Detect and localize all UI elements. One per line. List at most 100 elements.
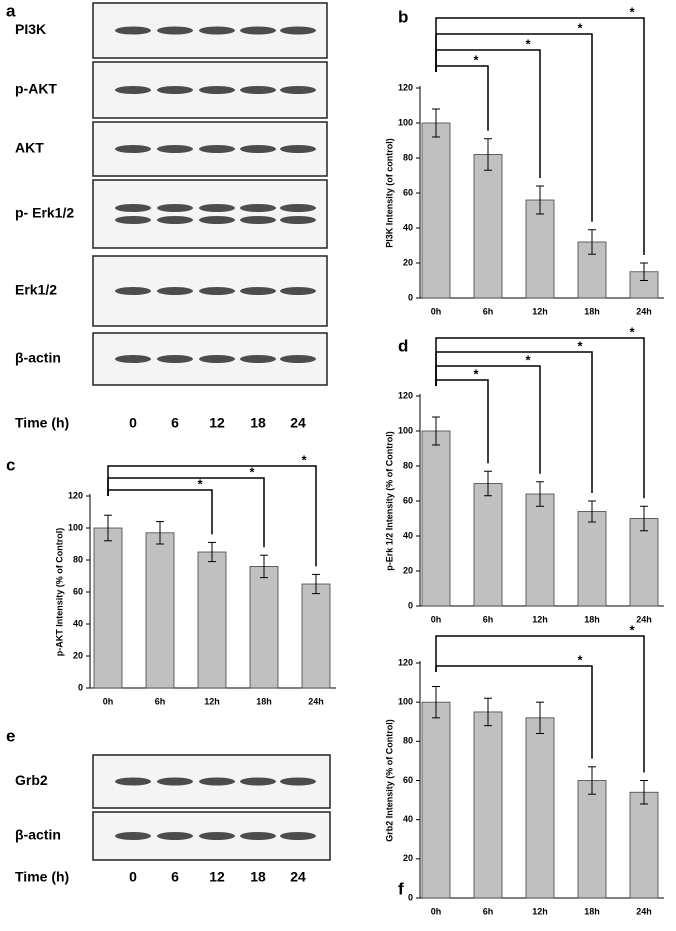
y-axis-label: p-AKT Intensity (% of Control) bbox=[54, 528, 64, 656]
y-tick-label: 0 bbox=[78, 682, 83, 692]
significance-bracket bbox=[107, 465, 317, 567]
y-tick-label: 20 bbox=[403, 853, 413, 863]
significance-bracket bbox=[435, 665, 593, 759]
y-tick-label: 120 bbox=[398, 657, 413, 667]
blot-label: Erk1/2 bbox=[15, 282, 57, 298]
bar bbox=[197, 551, 227, 689]
bar bbox=[145, 532, 175, 689]
blot-band bbox=[115, 832, 151, 840]
blot-label: p-AKT bbox=[15, 81, 57, 97]
bar bbox=[525, 199, 555, 299]
bar bbox=[249, 566, 279, 689]
error-bar bbox=[156, 521, 164, 545]
time-tick: 12 bbox=[209, 869, 225, 885]
significance-label: * bbox=[473, 366, 479, 381]
y-tick-label: 100 bbox=[398, 697, 413, 707]
panel-label: a bbox=[6, 1, 16, 20]
error-bar bbox=[432, 108, 440, 138]
panel-label: d bbox=[398, 336, 408, 355]
blot-frame bbox=[92, 179, 328, 249]
x-tick-label: 18h bbox=[256, 696, 272, 706]
blot-band bbox=[280, 145, 316, 153]
y-tick-label: 60 bbox=[73, 586, 83, 596]
x-tick-label: 6h bbox=[483, 906, 494, 916]
blot-band bbox=[157, 355, 193, 363]
blot-band bbox=[240, 204, 276, 212]
y-tick-label: 100 bbox=[68, 522, 83, 532]
blot-band bbox=[199, 832, 235, 840]
blot-band bbox=[280, 216, 316, 224]
blot-band bbox=[157, 26, 193, 35]
y-tick-label: 80 bbox=[403, 736, 413, 746]
significance-label: * bbox=[249, 464, 255, 479]
significance-label: * bbox=[525, 352, 531, 367]
significance-label: * bbox=[577, 20, 583, 35]
bar bbox=[577, 780, 607, 899]
significance-bracket bbox=[435, 351, 593, 493]
error-bar bbox=[432, 686, 440, 719]
blot-band bbox=[115, 355, 151, 363]
x-tick-label: 24h bbox=[636, 306, 652, 316]
bar bbox=[473, 154, 503, 299]
significance-label: * bbox=[629, 622, 635, 637]
blot-band bbox=[240, 287, 276, 295]
y-tick-label: 20 bbox=[403, 565, 413, 575]
blot-band bbox=[157, 777, 193, 786]
blot-band bbox=[280, 26, 316, 35]
blot-band bbox=[199, 145, 235, 153]
y-tick-label: 120 bbox=[398, 82, 413, 92]
y-tick-label: 0 bbox=[408, 600, 413, 610]
significance-label: * bbox=[301, 452, 307, 467]
x-tick-label: 12h bbox=[204, 696, 220, 706]
blot-band bbox=[199, 216, 235, 224]
x-tick-label: 6h bbox=[483, 614, 494, 624]
y-tick-label: 40 bbox=[73, 618, 83, 628]
x-tick-label: 0h bbox=[431, 614, 442, 624]
significance-label: * bbox=[577, 338, 583, 353]
significance-label: * bbox=[473, 52, 479, 67]
significance-bracket bbox=[107, 477, 265, 548]
blot-band bbox=[115, 204, 151, 212]
panel-label: c bbox=[6, 455, 15, 474]
blot-band bbox=[240, 216, 276, 224]
significance-bracket bbox=[435, 33, 593, 222]
blot-band bbox=[240, 355, 276, 363]
blot-band bbox=[199, 777, 235, 786]
blot-band bbox=[280, 86, 316, 94]
y-tick-label: 20 bbox=[73, 650, 83, 660]
blot-label: β-actin bbox=[15, 350, 61, 366]
y-tick-label: 40 bbox=[403, 814, 413, 824]
y-tick-label: 40 bbox=[403, 222, 413, 232]
y-tick-label: 20 bbox=[403, 257, 413, 267]
blot-band bbox=[115, 86, 151, 94]
error-bar bbox=[312, 573, 320, 595]
x-tick-label: 24h bbox=[636, 614, 652, 624]
blot-band bbox=[199, 287, 235, 295]
error-bar bbox=[588, 229, 596, 255]
bar bbox=[421, 701, 451, 899]
blot-label: p- Erk1/2 bbox=[15, 205, 74, 221]
x-tick-label: 0h bbox=[431, 306, 442, 316]
y-tick-label: 100 bbox=[398, 117, 413, 127]
bar bbox=[93, 527, 123, 689]
error-bar bbox=[104, 514, 112, 542]
error-bar bbox=[536, 701, 544, 734]
bar bbox=[473, 711, 503, 899]
time-tick: 0 bbox=[129, 869, 137, 885]
bar bbox=[473, 483, 503, 607]
x-tick-label: 12h bbox=[532, 614, 548, 624]
blot-band bbox=[280, 204, 316, 212]
x-tick-label: 18h bbox=[584, 306, 600, 316]
blot-band bbox=[115, 287, 151, 295]
blot-label: PI3K bbox=[15, 21, 46, 37]
significance-bracket bbox=[435, 17, 645, 255]
blot-band bbox=[280, 287, 316, 295]
significance-bracket bbox=[435, 635, 645, 773]
error-bar bbox=[484, 697, 492, 727]
significance-label: * bbox=[197, 476, 203, 491]
y-tick-label: 60 bbox=[403, 495, 413, 505]
blot-band bbox=[157, 204, 193, 212]
x-tick-label: 12h bbox=[532, 906, 548, 916]
blot-band bbox=[240, 832, 276, 840]
blot-band bbox=[240, 777, 276, 786]
